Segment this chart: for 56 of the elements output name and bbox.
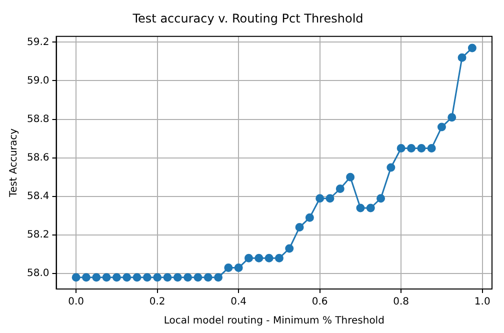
- point: [386, 163, 396, 172]
- point: [427, 144, 436, 152]
- point: [204, 273, 212, 282]
- x-tick-label: 0.6: [312, 296, 328, 308]
- x-tick-label: 1.0: [474, 296, 490, 308]
- y-tick-label: 58.2: [27, 230, 50, 241]
- point: [437, 122, 446, 132]
- point: [376, 194, 386, 203]
- point: [264, 254, 274, 262]
- point: [153, 273, 162, 282]
- point: [82, 273, 90, 282]
- point: [194, 273, 202, 282]
- y-tick-label: 58.8: [27, 114, 50, 125]
- y-axis-title: Test Accuracy: [8, 128, 20, 198]
- point: [142, 273, 152, 282]
- point: [346, 172, 355, 182]
- point: [305, 213, 314, 222]
- point: [458, 53, 466, 62]
- y-tick-label: 58.4: [27, 191, 50, 202]
- y-tick-label: 58.6: [27, 152, 50, 164]
- point: [112, 273, 121, 282]
- point: [336, 184, 344, 193]
- y-tick-label: 59.0: [27, 75, 50, 86]
- point: [214, 273, 223, 282]
- point: [254, 254, 264, 262]
- point: [407, 144, 416, 152]
- point: [92, 273, 101, 282]
- point: [184, 273, 192, 282]
- point: [448, 113, 456, 122]
- point: [285, 244, 294, 253]
- point: [326, 194, 334, 203]
- point: [102, 273, 111, 282]
- point: [366, 204, 375, 212]
- point: [132, 273, 142, 282]
- point: [417, 144, 426, 152]
- x-axis-title: Local model routing - Minimum % Threshold: [164, 316, 384, 327]
- x-tick-label: 0.0: [68, 296, 84, 308]
- point: [122, 273, 132, 282]
- y-tick-label: 59.2: [27, 36, 50, 48]
- point: [396, 144, 406, 152]
- point: [274, 254, 284, 262]
- chart-title: Test accuracy v. Routing Pct Threshold: [132, 11, 364, 26]
- x-tick-label: 0.8: [393, 296, 410, 308]
- point: [295, 223, 304, 232]
- x-tick-label: 0.2: [149, 296, 166, 308]
- point: [173, 273, 182, 282]
- point: [316, 194, 324, 203]
- point: [224, 264, 233, 272]
- y-tick-label: 58.0: [27, 268, 50, 280]
- point: [244, 254, 253, 262]
- point: [163, 273, 172, 282]
- x-tick-label: 0.4: [230, 296, 247, 308]
- point: [72, 273, 80, 282]
- point: [356, 204, 365, 212]
- point: [234, 264, 243, 272]
- point: [468, 44, 476, 52]
